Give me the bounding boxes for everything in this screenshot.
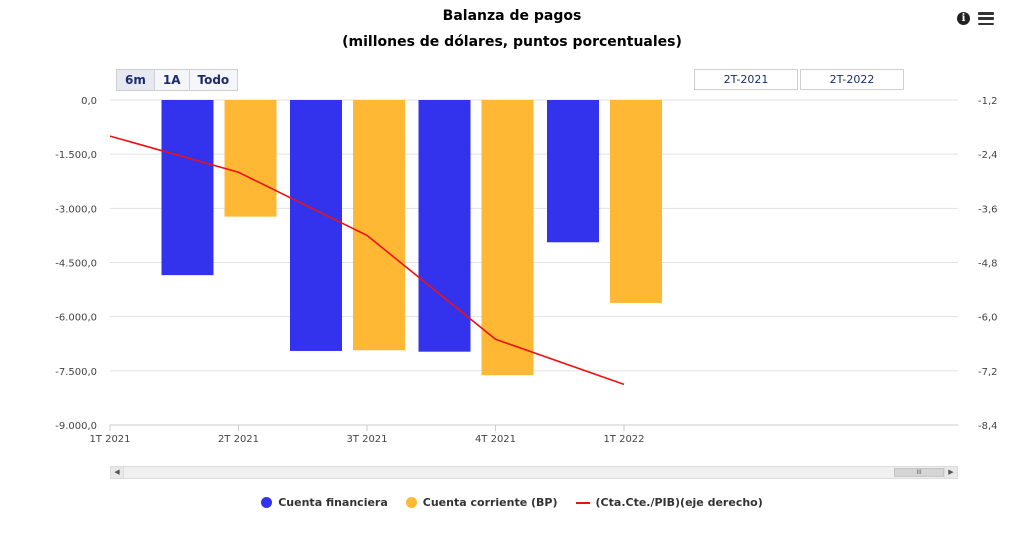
bar-cuenta-financiera xyxy=(418,100,471,352)
y-right-tick-label: -7,2 xyxy=(978,367,998,378)
y-left-tick-label: -7.500,0 xyxy=(55,367,97,378)
x-tick-label: 4T 2021 xyxy=(475,434,516,445)
range-button-6m[interactable]: 6m xyxy=(117,70,155,90)
range-button-1a[interactable]: 1A xyxy=(155,70,190,90)
bar-cuenta-corriente xyxy=(353,100,405,351)
chart-toolbar: i xyxy=(957,12,994,25)
bar-cuenta-financiera xyxy=(547,100,599,243)
bar-cuenta-corriente xyxy=(481,100,534,376)
info-icon[interactable]: i xyxy=(957,12,970,25)
y-left-tick-label: -9.000,0 xyxy=(55,421,97,432)
bar-cuenta-financiera xyxy=(290,100,342,351)
y-right-tick-label: -4,8 xyxy=(978,259,998,270)
x-tick-label: 3T 2021 xyxy=(346,434,387,445)
legend-item-cta-cte-pib[interactable]: (Cta.Cte./PIB)(eje derecho) xyxy=(575,496,763,509)
legend-dot-icon xyxy=(405,497,417,508)
legend-item-cuenta-corriente[interactable]: Cuenta corriente (BP) xyxy=(405,496,558,509)
scrollbar-thumb[interactable]: III xyxy=(894,468,944,477)
y-right-tick-label: -1,2 xyxy=(978,96,998,107)
x-tick-label: 1T 2021 xyxy=(89,434,130,445)
y-right-tick-label: -6,0 xyxy=(978,313,998,324)
y-right-tick-label: -2,4 xyxy=(978,150,998,161)
scroll-right-icon[interactable]: ▶ xyxy=(944,467,957,478)
chart-title: Balanza de pagos xyxy=(442,8,582,24)
y-left-tick-label: -4.500,0 xyxy=(55,259,97,270)
legend-label: Cuenta corriente (BP) xyxy=(422,496,558,509)
bar-cuenta-corriente xyxy=(224,100,277,217)
line-series-cta-cte-pib xyxy=(109,135,625,386)
x-tick-label: 1T 2022 xyxy=(603,434,644,445)
hamburger-menu-icon[interactable] xyxy=(978,12,994,25)
y-right-tick-label: -3,6 xyxy=(978,204,998,215)
range-to-input[interactable]: 2T-2022 xyxy=(800,69,904,90)
legend-label: (Cta.Cte./PIB)(eje derecho) xyxy=(595,496,763,509)
chart-legend: Cuenta financiera Cuenta corriente (BP) … xyxy=(0,496,1024,509)
bar-cuenta-financiera xyxy=(161,100,214,276)
chart-subtitle: (millones de dólares, puntos porcentuale… xyxy=(342,34,682,50)
legend-line-icon xyxy=(575,501,590,504)
range-selector: 6m 1A Todo xyxy=(116,69,239,91)
legend-label: Cuenta financiera xyxy=(278,496,388,509)
bar-cuenta-corriente xyxy=(610,100,662,303)
y-left-tick-label: -1.500,0 xyxy=(55,150,97,161)
legend-item-cuenta-financiera[interactable]: Cuenta financiera xyxy=(261,496,388,509)
y-left-tick-label: -6.000,0 xyxy=(55,313,97,324)
range-button-todo[interactable]: Todo xyxy=(197,73,230,87)
navigator-scrollbar[interactable]: ◀ III ▶ xyxy=(110,466,958,479)
range-from-input[interactable]: 2T-2021 xyxy=(694,69,798,90)
legend-dot-icon xyxy=(261,497,273,508)
x-tick-label: 2T 2021 xyxy=(218,434,259,445)
y-right-tick-label: -8,4 xyxy=(978,421,998,432)
y-left-tick-label: -3.000,0 xyxy=(55,204,97,215)
scroll-left-icon[interactable]: ◀ xyxy=(111,467,124,478)
y-left-tick-label: 0,0 xyxy=(81,96,97,107)
